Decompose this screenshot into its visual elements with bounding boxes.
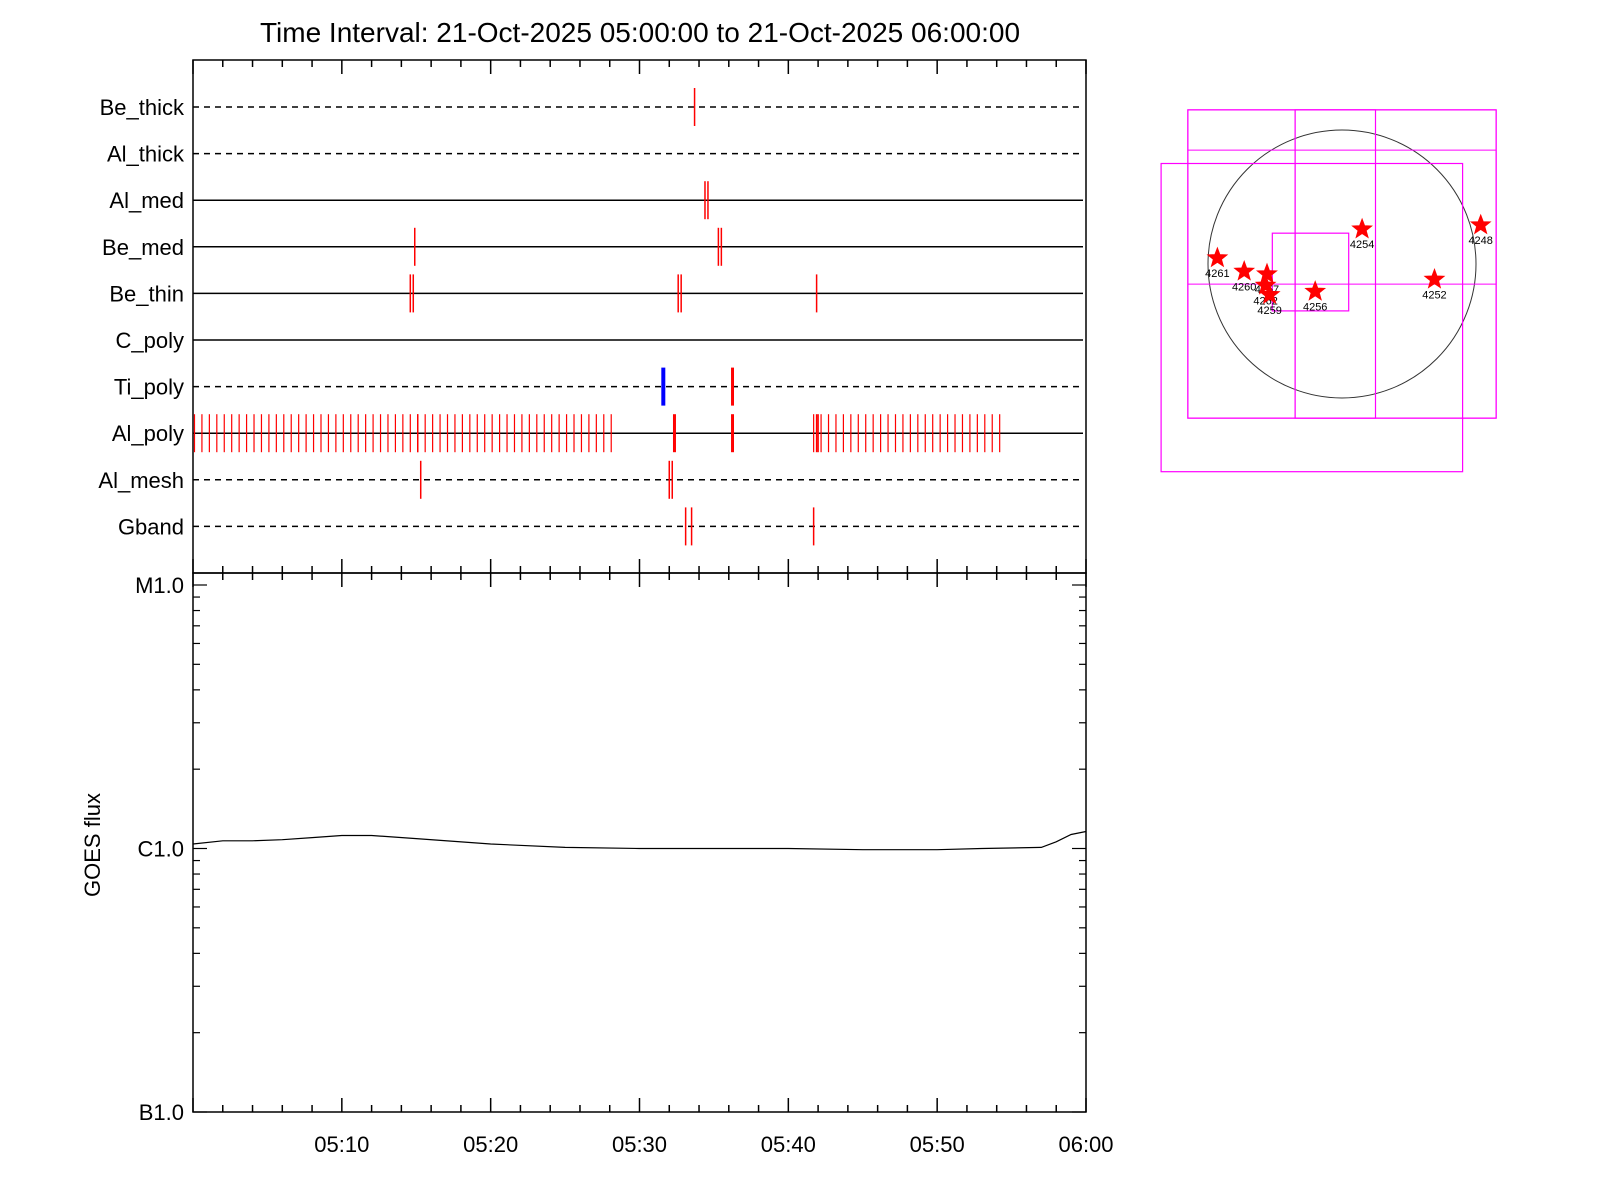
ar-star-icon: [1254, 273, 1277, 295]
ar-number-4261: 4261: [1205, 268, 1229, 280]
row-label-gband: Gband: [118, 514, 184, 539]
fov-box: [1160, 162, 1464, 473]
goes-flux-panel: 05:10 05:20 05:30 05:40 05:50 06:00 M1.0 C1.0 B1…: [80, 572, 1114, 1157]
row-label-c_poly: C_poly: [116, 328, 184, 353]
ar-star-icon: [1258, 283, 1281, 305]
ar-star-icon: [1304, 280, 1327, 301]
filter-timeline-panel: Be_thick Al_thick Al_med Be_med Be_thin C_pol…: [98, 59, 1087, 574]
x-tick-label: 05:10: [314, 1132, 369, 1157]
solar-disk-map: 426142604257426242594256425442524248: [1160, 109, 1497, 473]
y-tick-label: C1.0: [138, 837, 184, 862]
ar-number-4259: 4259: [1257, 305, 1281, 317]
fov-box: [1187, 109, 1497, 419]
ar-star-icon: [1206, 246, 1229, 268]
row-label-al_poly: Al_poly: [112, 421, 184, 446]
ar-star-icon: [1351, 217, 1373, 239]
y-tick-label: B1.0: [139, 1100, 184, 1125]
ar-star-icon: [1423, 267, 1446, 289]
row-label-be_thin: Be_thin: [109, 281, 184, 306]
plot-title: Time Interval: 21-Oct-2025 05:00:00 to 2…: [260, 17, 1020, 48]
ar-star-icon: [1469, 213, 1492, 235]
fov-box: [1187, 109, 1497, 419]
row-label-al_mesh: Al_mesh: [98, 468, 184, 493]
x-tick-label: 06:00: [1058, 1132, 1113, 1157]
goes-flux-series: [192, 830, 1087, 851]
solar-disk: [1207, 129, 1477, 399]
row-label-al_med: Al_med: [109, 188, 184, 213]
ar-number-4252: 4252: [1422, 289, 1446, 301]
ar-star-icon: [1233, 259, 1256, 281]
fov-box: [1294, 109, 1377, 419]
y-tick-label: M1.0: [135, 573, 184, 598]
goes-frame: [192, 572, 1087, 1113]
row-label-be_med: Be_med: [102, 235, 184, 260]
row-label-be_thick: Be_thick: [100, 95, 185, 120]
timeline-frame: [192, 59, 1087, 574]
row-label-al_thick: Al_thick: [107, 142, 185, 167]
x-tick-label: 05:20: [463, 1132, 518, 1157]
ar-number-4254: 4254: [1350, 239, 1374, 251]
row-label-ti_poly: Ti_poly: [114, 375, 184, 400]
x-tick-label: 05:40: [761, 1132, 816, 1157]
ar-number-4256: 4256: [1303, 301, 1327, 313]
x-tick-label: 05:30: [612, 1132, 667, 1157]
x-tick-label: 05:50: [910, 1132, 965, 1157]
ar-number-4248: 4248: [1468, 235, 1492, 247]
ar-number-4260: 4260: [1232, 281, 1256, 293]
y-axis-label: GOES flux: [80, 793, 105, 897]
